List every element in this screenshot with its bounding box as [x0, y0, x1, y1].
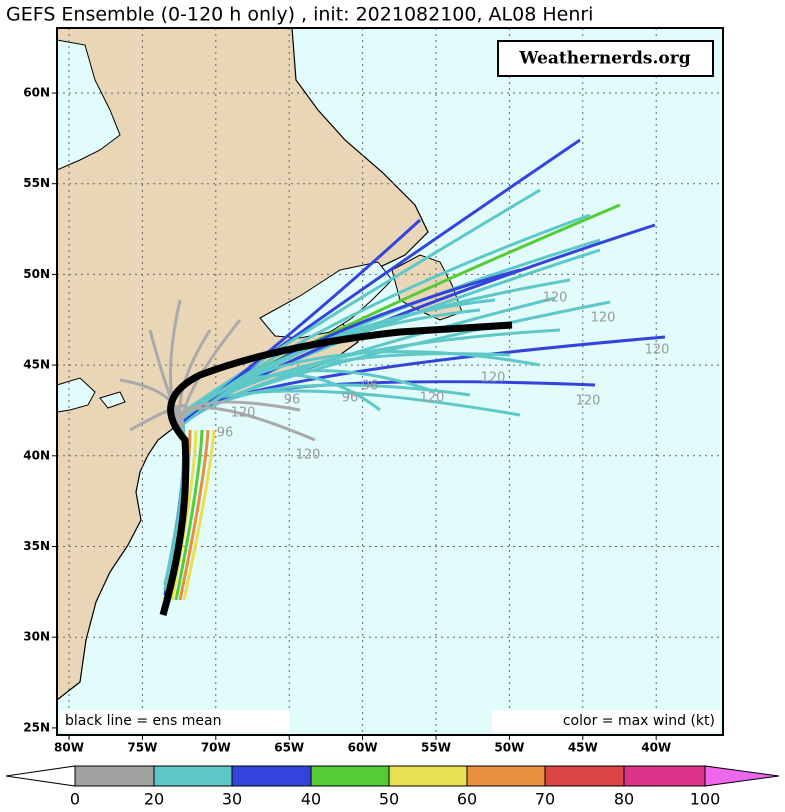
- title: GEFS Ensemble (0-120 h only) , init: 202…: [6, 4, 593, 26]
- note-bg: [492, 710, 720, 732]
- track-hour-label: 96: [362, 379, 379, 394]
- lon-label: 60W: [348, 741, 378, 755]
- ensemble-track-strong: [178, 429, 210, 601]
- lat-label: 40N: [23, 448, 50, 462]
- colorbar-segment: [623, 765, 706, 787]
- colorbar-arrow-high: [704, 765, 780, 787]
- track-hour-label: 120: [645, 343, 670, 358]
- watermark-box: [497, 40, 714, 77]
- colorbar-segment: [466, 765, 546, 787]
- colorbar-label: 70: [535, 790, 555, 809]
- track-hour-label: 96: [217, 426, 234, 441]
- lat-label: 25N: [23, 720, 50, 734]
- lon-label: 70W: [201, 741, 231, 755]
- lat-label: 60N: [23, 86, 50, 100]
- track-hour-label: 120: [576, 394, 601, 409]
- lon-label: 50W: [494, 741, 524, 755]
- lon-label: 80W: [54, 741, 84, 755]
- track-hour-label: 96: [342, 391, 359, 406]
- lat-label: 30N: [23, 630, 50, 644]
- colorbar-segment: [74, 765, 155, 787]
- ensemble-track-weak: [180, 406, 316, 442]
- lat-label: 50N: [23, 267, 50, 281]
- lat-label: 55N: [23, 176, 50, 190]
- colorbar-label: 100: [690, 790, 721, 809]
- lon-label: 55W: [421, 741, 451, 755]
- track-hour-label: 120: [420, 391, 445, 406]
- watermark: Weathernerds.org: [518, 49, 690, 69]
- colorbar: 0 20 30 40 50 60 70 80 100: [5, 765, 780, 809]
- colorbar-segment: [388, 765, 468, 787]
- graticule: [57, 28, 723, 735]
- ensemble-track-strong: [182, 429, 216, 601]
- track-hour-label: 120: [591, 311, 616, 326]
- lat-label: 35N: [23, 539, 50, 553]
- lat-label: 45N: [23, 358, 50, 372]
- track-hour-label: 96: [284, 393, 301, 408]
- colorbar-segment: [544, 765, 625, 787]
- ensemble-mean: [159, 321, 513, 616]
- frame: [56, 27, 724, 736]
- colorbar-label: 80: [614, 790, 634, 809]
- colorbar-label: 40: [301, 790, 321, 809]
- colorbar-arrow-low: [5, 765, 76, 787]
- lon-label: 45W: [568, 741, 598, 755]
- lon-label: 40W: [641, 741, 671, 755]
- lon-label: 75W: [127, 741, 157, 755]
- ensemble-track-weak: [148, 329, 184, 429]
- hudson-bay: [56, 39, 121, 171]
- great-lakes: [56, 377, 126, 413]
- note-bg: [60, 710, 290, 732]
- lon-label: 65W: [274, 741, 304, 755]
- colorbar-label: 60: [457, 790, 477, 809]
- track-hour-label: 120: [481, 371, 506, 386]
- colorbar-label: 30: [222, 790, 242, 809]
- track-hour-label: 120: [231, 406, 256, 421]
- ensemble-track-strong: [174, 429, 204, 601]
- colorbar-segment: [310, 765, 390, 787]
- ensemble-track: [163, 213, 591, 591]
- track-hour-label: 120: [543, 291, 568, 306]
- track-hour-label: 120: [296, 448, 321, 463]
- ensemble-track-weak: [119, 378, 184, 425]
- note-left: black line = ens mean: [65, 713, 221, 729]
- note-right: color = max wind (kt): [563, 713, 715, 729]
- colorbar-segment: [231, 765, 312, 787]
- colorbar-label: 20: [144, 790, 164, 809]
- colorbar-segment: [153, 765, 233, 787]
- ensemble-track-weak: [129, 404, 188, 432]
- colorbar-label: 50: [379, 790, 399, 809]
- colorbar-label: 0: [70, 790, 80, 809]
